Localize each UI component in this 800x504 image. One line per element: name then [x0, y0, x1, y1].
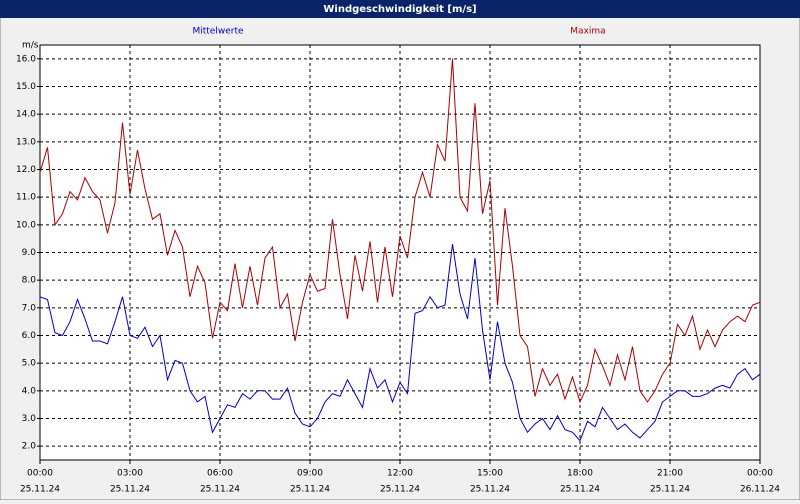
x-tick-date: 25.11.24	[290, 485, 330, 495]
y-tick-label: 10.0	[16, 220, 36, 230]
x-tick-label: 18:00	[567, 469, 593, 479]
x-tick-date: 25.11.24	[200, 485, 240, 495]
y-tick-label: 2.0	[22, 442, 37, 452]
chart-title: Windgeschwindigkeit [m/s]	[323, 4, 476, 15]
legend-label: Maxima	[570, 27, 605, 37]
x-tick-label: 00:00	[747, 469, 773, 479]
y-tick-label: 6.0	[22, 331, 37, 341]
x-tick-date: 25.11.24	[110, 485, 150, 495]
x-tick-label: 09:00	[297, 469, 323, 479]
x-tick-label: 03:00	[117, 469, 143, 479]
x-tick-label: 00:00	[27, 469, 53, 479]
y-tick-label: 16.0	[16, 54, 36, 64]
y-tick-label: 9.0	[22, 248, 37, 258]
x-tick-label: 06:00	[207, 469, 233, 479]
y-tick-label: 5.0	[22, 359, 37, 369]
x-tick-date: 25.11.24	[470, 485, 510, 495]
x-tick-date: 25.11.24	[650, 485, 690, 495]
y-tick-label: 3.0	[22, 414, 37, 424]
y-tick-label: 12.0	[16, 165, 36, 175]
x-tick-date: 25.11.24	[380, 485, 420, 495]
y-tick-label: 8.0	[22, 276, 37, 286]
legend-label: Mittelwerte	[192, 27, 243, 37]
x-tick-label: 12:00	[387, 469, 413, 479]
x-tick-date: 26.11.24	[740, 485, 780, 495]
x-tick-label: 21:00	[657, 469, 683, 479]
series-line	[39, 244, 761, 442]
y-axis-label: m/s	[22, 41, 39, 51]
y-tick-label: 13.0	[16, 137, 36, 147]
y-tick-label: 14.0	[16, 110, 36, 120]
series-line	[39, 58, 761, 404]
title-bar	[0, 0, 800, 18]
x-tick-date: 25.11.24	[560, 485, 600, 495]
x-tick-date: 25.11.24	[20, 485, 60, 495]
y-tick-label: 15.0	[16, 82, 36, 92]
y-tick-label: 4.0	[22, 386, 37, 396]
x-tick-label: 15:00	[477, 469, 503, 479]
y-tick-label: 7.0	[22, 303, 37, 313]
y-tick-label: 11.0	[16, 193, 36, 203]
